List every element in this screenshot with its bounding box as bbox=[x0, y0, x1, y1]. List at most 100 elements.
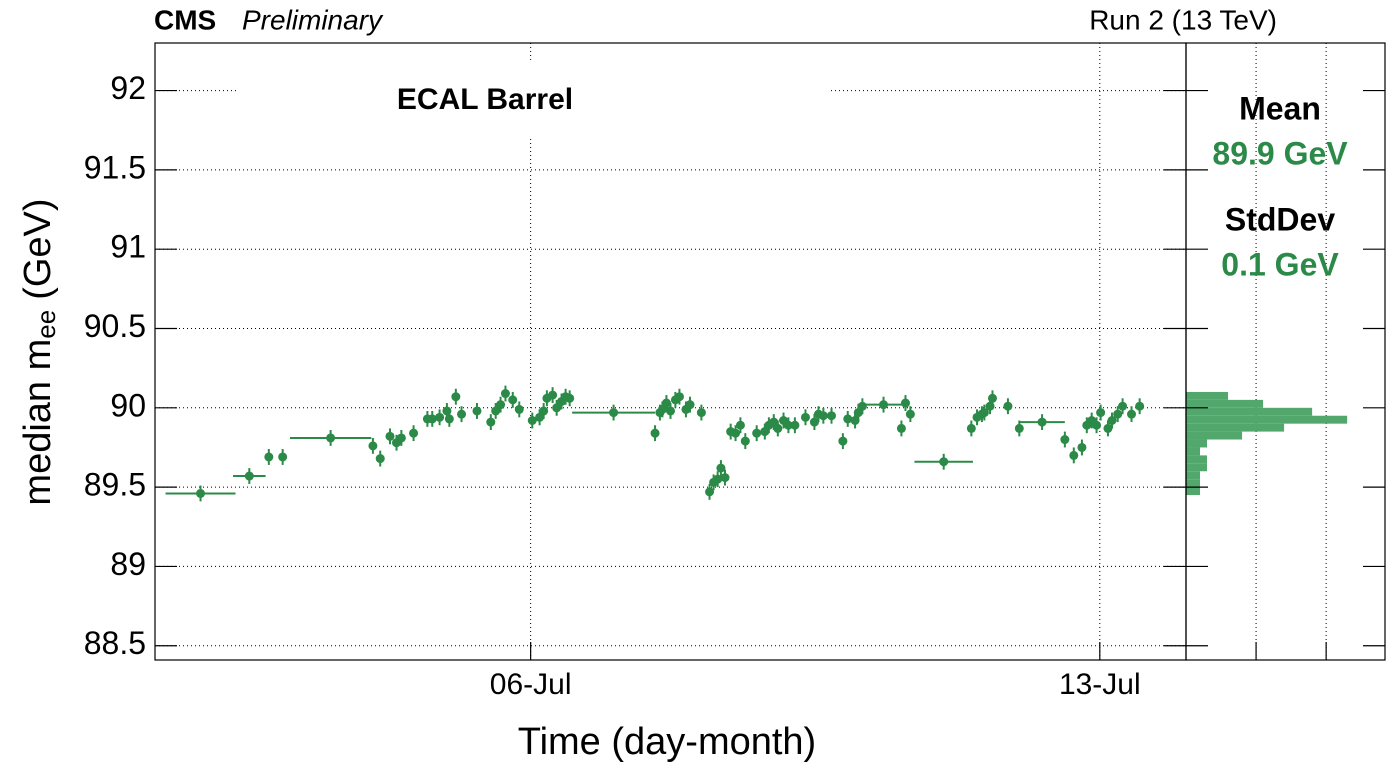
data-point bbox=[472, 406, 482, 416]
data-point bbox=[666, 406, 675, 416]
data-point bbox=[396, 433, 406, 443]
data-point bbox=[720, 473, 730, 483]
y-axis-title: median mee (GeV) bbox=[17, 198, 61, 505]
data-point bbox=[1107, 415, 1117, 425]
data-point bbox=[1135, 401, 1145, 411]
x-tick-label: 13-Jul bbox=[1059, 668, 1141, 701]
y-tick-label: 88.5 bbox=[84, 625, 146, 661]
data-point bbox=[650, 428, 660, 438]
data-point bbox=[818, 411, 828, 421]
data-point bbox=[539, 406, 549, 416]
data-point bbox=[326, 433, 336, 443]
data-point bbox=[451, 392, 461, 402]
annotation: ECAL Barrel bbox=[397, 83, 573, 116]
data-point bbox=[508, 395, 518, 405]
data-point bbox=[514, 404, 524, 414]
data-point bbox=[773, 423, 783, 433]
data-point bbox=[1118, 401, 1128, 411]
annotation-box bbox=[236, 62, 830, 138]
y-tick-label: 92 bbox=[110, 70, 146, 106]
data-point bbox=[896, 423, 906, 433]
data-point bbox=[966, 423, 976, 433]
data-point bbox=[409, 428, 419, 438]
data-point bbox=[979, 408, 989, 418]
data-point bbox=[987, 393, 997, 403]
data-point bbox=[716, 463, 726, 473]
x-tick-label: 06-Jul bbox=[490, 668, 572, 701]
data-point bbox=[674, 392, 684, 402]
data-point bbox=[278, 452, 288, 462]
hist-bar bbox=[1186, 487, 1201, 496]
data-point bbox=[783, 420, 793, 430]
hist-bar bbox=[1186, 399, 1264, 408]
data-point bbox=[939, 457, 949, 467]
data-point bbox=[661, 398, 671, 408]
y-tick-label: 91.5 bbox=[84, 149, 146, 185]
data-point bbox=[1103, 423, 1113, 433]
data-point bbox=[1096, 408, 1106, 418]
x-axis-title: Time (day-month) bbox=[518, 721, 816, 763]
data-point bbox=[500, 389, 510, 399]
data-point bbox=[696, 408, 706, 418]
y-tick-label: 91 bbox=[110, 229, 146, 265]
stat-value: 0.1 GeV bbox=[1221, 246, 1339, 282]
y-tick-label: 89.5 bbox=[84, 467, 146, 503]
y-axis-title-sub: ee bbox=[31, 310, 61, 339]
data-point bbox=[552, 403, 562, 413]
data-point bbox=[900, 398, 910, 408]
y-axis-title-unit: (GeV) bbox=[17, 198, 59, 299]
data-point bbox=[548, 390, 558, 400]
data-point bbox=[879, 400, 889, 410]
status: Preliminary bbox=[242, 4, 384, 35]
data-point bbox=[427, 414, 437, 424]
data-point bbox=[735, 420, 745, 430]
data-point bbox=[850, 415, 860, 425]
hist-bar bbox=[1186, 471, 1201, 480]
data-point bbox=[1014, 423, 1024, 433]
data-point bbox=[740, 436, 750, 446]
data-point bbox=[800, 412, 810, 422]
data-point bbox=[244, 471, 254, 481]
stat-label: Mean bbox=[1239, 90, 1321, 126]
data-point bbox=[1003, 401, 1013, 411]
data-point bbox=[457, 409, 467, 419]
stat-label: StdDev bbox=[1225, 201, 1335, 237]
data-point bbox=[196, 488, 206, 498]
hist-bar bbox=[1186, 455, 1208, 464]
data-point bbox=[790, 420, 800, 430]
data-point bbox=[843, 414, 853, 424]
stat-value: 89.9 GeV bbox=[1212, 135, 1348, 171]
y-tick-label: 90 bbox=[110, 387, 146, 423]
run-label: Run 2 (13 TeV) bbox=[1089, 4, 1277, 35]
hist-bar bbox=[1186, 439, 1208, 448]
data-point bbox=[1113, 409, 1123, 419]
data-point bbox=[752, 428, 762, 438]
data-point bbox=[1127, 409, 1137, 419]
hist-bar bbox=[1186, 423, 1285, 432]
data-point bbox=[444, 414, 454, 424]
data-point bbox=[527, 415, 537, 425]
data-point bbox=[496, 400, 506, 410]
data-point bbox=[713, 474, 723, 484]
data-point bbox=[491, 406, 501, 416]
data-point bbox=[857, 401, 867, 411]
hist-frame bbox=[1185, 42, 1386, 661]
hist-bar bbox=[1186, 463, 1208, 472]
hist-bar bbox=[1186, 391, 1229, 400]
hist-bar bbox=[1186, 407, 1313, 416]
data-point bbox=[375, 454, 385, 464]
hist-bar bbox=[1186, 479, 1201, 488]
y-tick-label: 89 bbox=[110, 546, 146, 582]
data-point bbox=[609, 408, 619, 418]
hist-bar bbox=[1186, 447, 1201, 456]
data-point bbox=[368, 441, 378, 451]
data-point bbox=[1037, 417, 1047, 427]
data-point bbox=[1077, 442, 1087, 452]
data-point bbox=[1092, 420, 1102, 430]
data-point bbox=[385, 431, 395, 441]
data-point bbox=[1069, 450, 1079, 460]
data-point bbox=[826, 411, 836, 421]
hist-bar bbox=[1186, 431, 1243, 440]
data-point bbox=[1060, 435, 1070, 445]
data-point bbox=[435, 412, 445, 422]
